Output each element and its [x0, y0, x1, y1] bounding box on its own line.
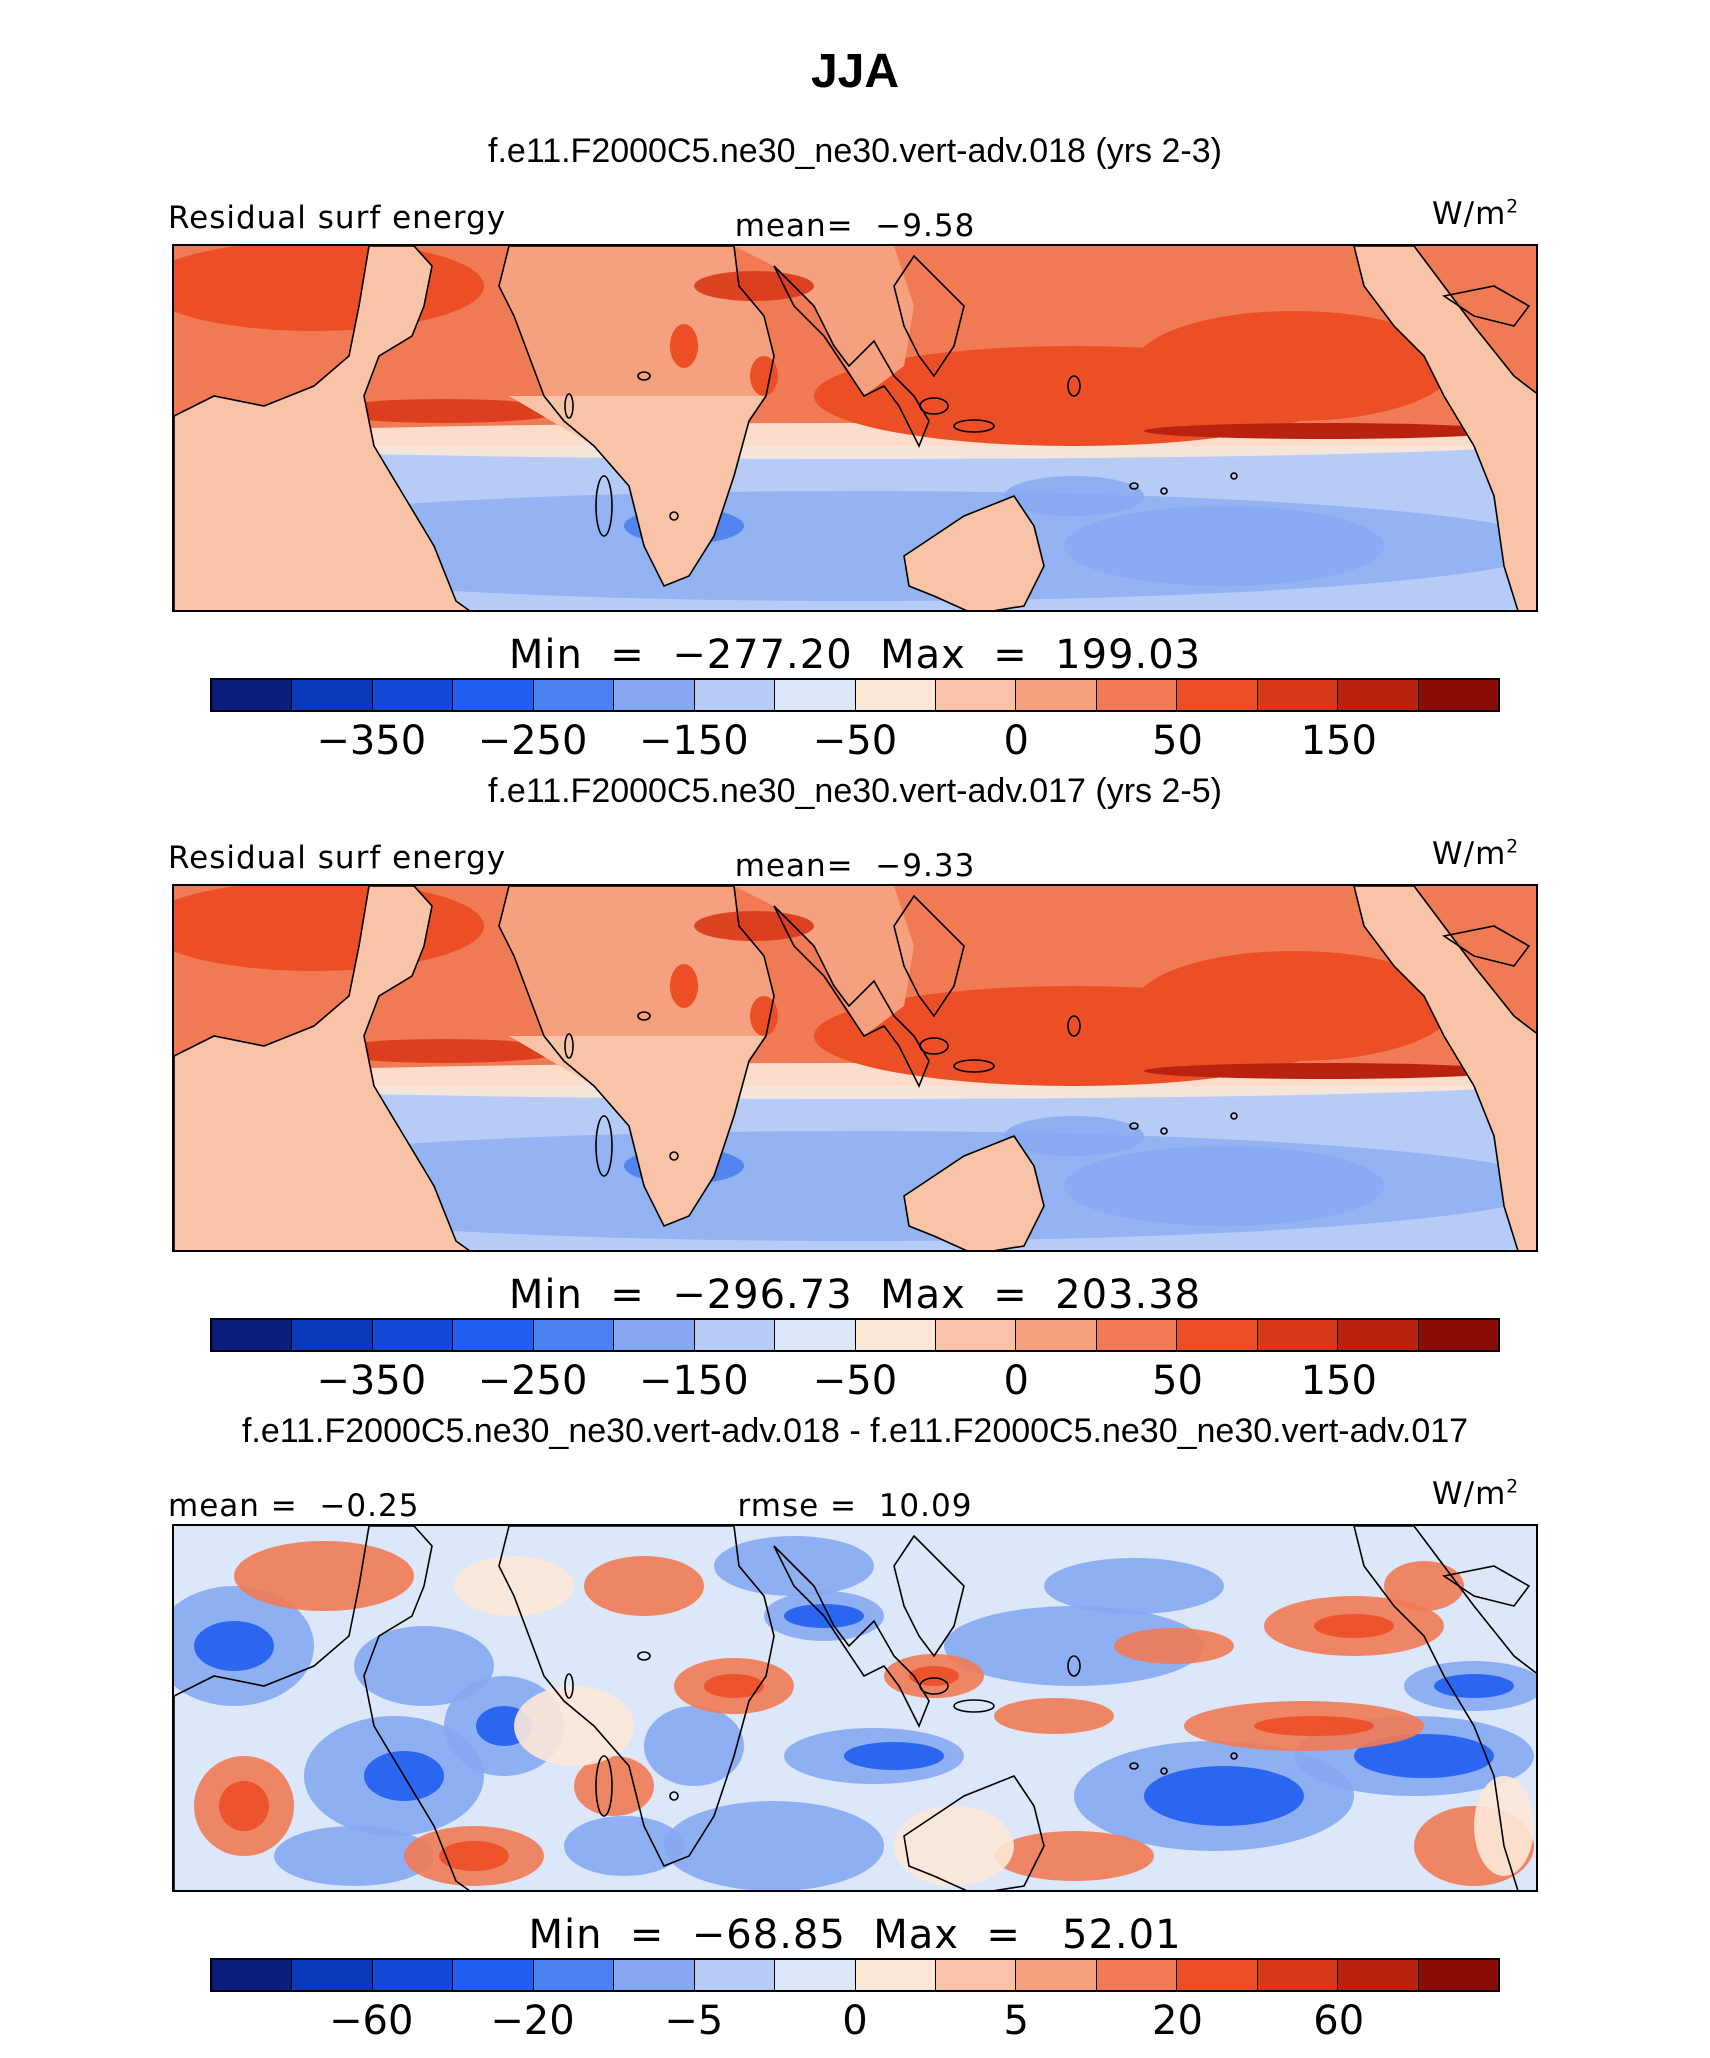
panel-2-map: [172, 884, 1538, 1252]
colorbar-swatch: [1016, 1320, 1097, 1350]
colorbar-swatch: [614, 680, 695, 710]
colorbar-swatch: [1418, 1960, 1498, 1990]
panel-2-units-label: W/m2: [1432, 836, 1519, 872]
colorbar-tick-label: 0: [1003, 718, 1029, 764]
colorbar-swatch: [1177, 1960, 1258, 1990]
colorbar-swatch: [292, 1320, 373, 1350]
colorbar-tick-label: −150: [638, 718, 749, 764]
colorbar-swatch: [855, 1320, 936, 1350]
colorbar-swatch: [775, 1960, 856, 1990]
panel-1-variable-label: Residual surf energy: [168, 200, 507, 236]
colorbar-swatch: [453, 1960, 534, 1990]
colorbar-tick-label: −20: [490, 1998, 575, 2044]
colorbar-tick-label: 150: [1300, 1358, 1377, 1404]
colorbar-swatch: [614, 1960, 695, 1990]
colorbar-swatch: [372, 1960, 454, 1990]
colorbar-swatch: [1016, 1960, 1097, 1990]
colorbar-swatch: [292, 1960, 373, 1990]
units-text: W/m: [1432, 1476, 1507, 1512]
colorbar-tick-label: −350: [316, 1358, 427, 1404]
colorbar-swatch: [694, 1960, 776, 1990]
colorbar-swatch: [775, 680, 856, 710]
colorbar-swatch: [1338, 1960, 1419, 1990]
colorbar-tick-label: −250: [477, 718, 588, 764]
panel-3-mean-label: mean = −0.25: [168, 1488, 420, 1524]
colorbar-swatch: [1016, 680, 1097, 710]
panel-2-minmax: Min = −296.73 Max = 203.38: [508, 1272, 1202, 1318]
colorbar-swatch: [694, 1320, 776, 1350]
panel-1-mean-label: mean= −9.58: [734, 208, 976, 244]
colorbar-swatch: [1257, 1960, 1339, 1990]
units-text: W/m: [1432, 196, 1507, 232]
panel-2-variable-label: Residual surf energy: [168, 840, 507, 876]
colorbar-tick-label: 50: [1152, 1358, 1203, 1404]
panel-2-case-title: f.e11.F2000C5.ne30_ne30.vert-adv.017 (yr…: [488, 772, 1222, 810]
colorbar-swatch: [1418, 680, 1498, 710]
colorbar-swatch: [453, 1320, 534, 1350]
colorbar-swatch: [775, 1320, 856, 1350]
panel-3-minmax: Min = −68.85 Max = 52.01: [528, 1912, 1182, 1958]
colorbar-swatch: [533, 1960, 615, 1990]
colorbar-swatch: [533, 1320, 615, 1350]
colorbar-tick-label: 60: [1313, 1998, 1365, 2044]
colorbar-swatch: [935, 680, 1017, 710]
panel-1-colorbar: [210, 678, 1500, 712]
page-title: JJA: [810, 45, 900, 98]
colorbar-swatch: [935, 1960, 1017, 1990]
colorbar-swatch: [533, 680, 615, 710]
panel-3-rmse-label: rmse = 10.09: [737, 1488, 973, 1524]
colorbar-tick-label: −250: [477, 1358, 588, 1404]
units-text: W/m: [1432, 836, 1507, 872]
colorbar-tick-label: −50: [812, 1358, 898, 1404]
colorbar-swatch: [1096, 680, 1178, 710]
panel-1-case-title: f.e11.F2000C5.ne30_ne30.vert-adv.018 (yr…: [488, 132, 1222, 170]
units-exponent: 2: [1506, 196, 1520, 218]
colorbar-tick-label: 50: [1152, 718, 1203, 764]
panel-1-units-label: W/m2: [1432, 196, 1519, 232]
colorbar-swatch: [1338, 680, 1419, 710]
colorbar-tick-label: 150: [1300, 718, 1377, 764]
colorbar-swatch: [212, 680, 293, 710]
panel-3-case-title: f.e11.F2000C5.ne30_ne30.vert-adv.018 - f…: [241, 1412, 1469, 1450]
colorbar-swatch: [372, 1320, 454, 1350]
colorbar-swatch: [1418, 1320, 1498, 1350]
colorbar-tick-label: −150: [638, 1358, 749, 1404]
colorbar-swatch: [1257, 680, 1339, 710]
colorbar-swatch: [1177, 1320, 1258, 1350]
panel-3-colorbar: [210, 1958, 1500, 1992]
colorbar-tick-label: −5: [664, 1998, 724, 2044]
colorbar-tick-label: −50: [812, 718, 898, 764]
colorbar-tick-label: 20: [1152, 1998, 1203, 2044]
units-exponent: 2: [1506, 836, 1520, 858]
panel-2-colorbar: [210, 1318, 1500, 1352]
colorbar-swatch: [453, 680, 534, 710]
colorbar-swatch: [212, 1960, 293, 1990]
colorbar-tick-label: −60: [329, 1998, 414, 2044]
colorbar-tick-label: 0: [842, 1998, 868, 2044]
colorbar-swatch: [1257, 1320, 1339, 1350]
panel-1-minmax: Min = −277.20 Max = 199.03: [508, 632, 1202, 678]
units-exponent: 2: [1506, 1476, 1520, 1498]
colorbar-tick-label: 0: [1003, 1358, 1029, 1404]
colorbar-swatch: [292, 680, 373, 710]
colorbar-swatch: [1096, 1320, 1178, 1350]
panel-3-map: [172, 1524, 1538, 1892]
colorbar-swatch: [855, 680, 936, 710]
panel-1-map: [172, 244, 1538, 612]
colorbar-swatch: [935, 1320, 1017, 1350]
colorbar-swatch: [1177, 680, 1258, 710]
colorbar-swatch: [1338, 1320, 1419, 1350]
colorbar-swatch: [212, 1320, 293, 1350]
colorbar-swatch: [372, 680, 454, 710]
colorbar-swatch: [1096, 1960, 1178, 1990]
colorbar-tick-label: 5: [1003, 1998, 1029, 2044]
colorbar-tick-label: −350: [316, 718, 427, 764]
colorbar-swatch: [855, 1960, 936, 1990]
colorbar-swatch: [694, 680, 776, 710]
panel-2-mean-label: mean= −9.33: [734, 848, 976, 884]
colorbar-swatch: [614, 1320, 695, 1350]
panel-3-units-label: W/m2: [1432, 1476, 1519, 1512]
